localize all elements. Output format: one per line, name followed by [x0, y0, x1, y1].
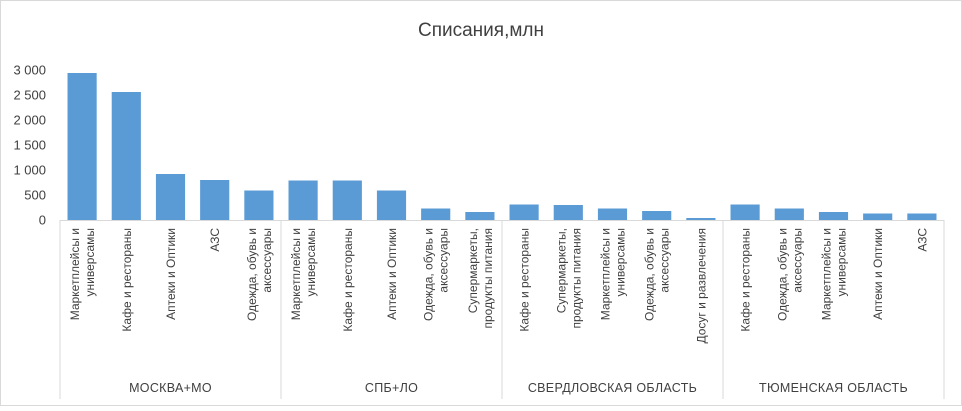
x-category-label: Маркетплейсы иуниверсамы	[68, 228, 97, 320]
group-label: ТЮМЕНСКАЯ ОБЛАСТЬ	[759, 381, 908, 395]
bar	[907, 213, 937, 220]
x-category-label: АЗС	[208, 228, 222, 252]
y-tick-label: 1 500	[13, 138, 46, 153]
bar-series	[67, 73, 937, 220]
x-category-label: Аптеки и Оптики	[871, 228, 885, 320]
bar	[288, 180, 318, 220]
bar	[509, 204, 539, 220]
bar	[200, 180, 230, 220]
bar	[332, 180, 362, 220]
bar	[642, 211, 672, 220]
bar	[465, 212, 495, 220]
bar	[686, 218, 716, 220]
bar	[111, 92, 141, 220]
group-label: СВЕРДЛОВСКАЯ ОБЛАСТЬ	[528, 381, 697, 395]
chart-title: Списания,млн	[418, 20, 544, 41]
y-tick-label: 500	[24, 188, 46, 203]
x-category-label: Аптеки и Оптики	[385, 228, 399, 320]
bar	[863, 213, 893, 220]
x-category-label: АЗС	[915, 228, 929, 252]
x-category-label: Кафе и рестораны	[120, 228, 134, 332]
bar	[376, 190, 407, 220]
group-label: СПБ+ЛО	[365, 381, 418, 395]
bar	[774, 208, 804, 220]
bar	[421, 208, 451, 220]
x-category-label: Аптеки и Оптики	[164, 228, 178, 320]
y-tick-label: 2 000	[13, 113, 46, 128]
x-category-label: Кафе и рестораны	[739, 228, 753, 332]
x-category-label: Досуг и развлечения	[694, 228, 708, 344]
y-tick-label: 0	[39, 213, 46, 228]
bar	[244, 190, 274, 220]
x-category-label: Кафе и рестораны	[518, 228, 532, 332]
x-category-label: Маркетплейсы иуниверсамы	[599, 228, 628, 320]
bar	[730, 204, 760, 220]
y-tick-label: 3 000	[13, 63, 46, 78]
group-label: МОСКВА+МО	[129, 381, 212, 395]
bar	[597, 208, 628, 220]
bar	[67, 73, 97, 220]
x-category-label: Супермаркеты,продукты питания	[554, 228, 583, 329]
y-axis: 0 500 1 000 1 500 2 000 2 500 3 000	[13, 63, 46, 228]
y-tick-label: 1 000	[13, 163, 46, 178]
x-category-label: Одежда, обувь иаксессуары	[775, 228, 804, 321]
bar	[155, 174, 186, 220]
x-category-label: Одежда, обувь иаксессуары	[245, 228, 274, 321]
x-category-label: Маркетплейсы иуниверсамы	[289, 228, 318, 320]
x-category-label: Супермаркеты,продукты питания	[466, 228, 495, 329]
y-tick-label: 2 500	[13, 88, 46, 103]
x-axis: Маркетплейсы иуниверсамы Кафе и рестораны…	[59, 220, 945, 399]
x-category-label: Кафе и рестораны	[341, 228, 355, 332]
x-category-label: Одежда, обувь иаксессуары	[422, 228, 451, 321]
x-category-label: Маркетплейсы иуниверсамы	[820, 228, 849, 320]
bar	[553, 205, 583, 220]
x-category-label: Одежда, обувь иаксессуары	[643, 228, 672, 321]
bar	[818, 212, 849, 220]
